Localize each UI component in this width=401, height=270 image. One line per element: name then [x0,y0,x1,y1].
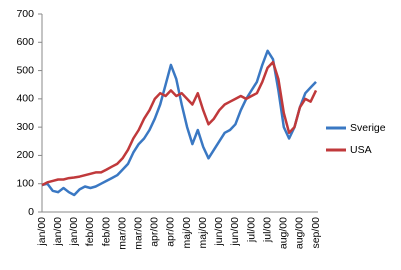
y-tick-label: 600 [16,36,34,48]
series-line [41,49,317,197]
x-tick-label: jun/00 [213,217,225,247]
x-tick-label: jan/00 [36,217,48,247]
y-tick-label: 500 [16,64,34,76]
x-tick-label: aug/00 [278,217,290,249]
x-tick-label: jan/00 [52,217,64,247]
y-tick-label: 200 [16,149,34,161]
legend-label: USA [350,144,372,156]
x-tick-label: jul/00 [245,217,257,243]
y-tick-label: 700 [16,8,34,20]
x-tick-label: maj/00 [181,217,193,249]
x-tick-label: jan/00 [68,217,80,247]
x-tick-label: feb/00 [100,217,112,246]
legend-label: Sverige [350,122,386,134]
y-tick-label: 0 [28,206,34,218]
x-tick-label: apr/00 [165,217,177,247]
x-tick-label: sep/00 [310,217,322,249]
y-tick-label: 400 [16,93,34,105]
x-tick-label: feb/00 [84,217,96,246]
series-line [41,60,318,187]
x-tick-label: mar/00 [132,217,144,250]
x-tick-label: jun/00 [229,217,241,247]
x-tick-label: jul/00 [261,217,273,243]
x-tick-label: apr/00 [149,217,161,247]
y-tick-label: 100 [16,177,34,189]
x-tick-label: mar/00 [116,217,128,250]
x-tick-label: aug/00 [294,217,306,249]
x-tick-label: maj/00 [197,217,209,249]
y-tick-label: 300 [16,121,34,133]
